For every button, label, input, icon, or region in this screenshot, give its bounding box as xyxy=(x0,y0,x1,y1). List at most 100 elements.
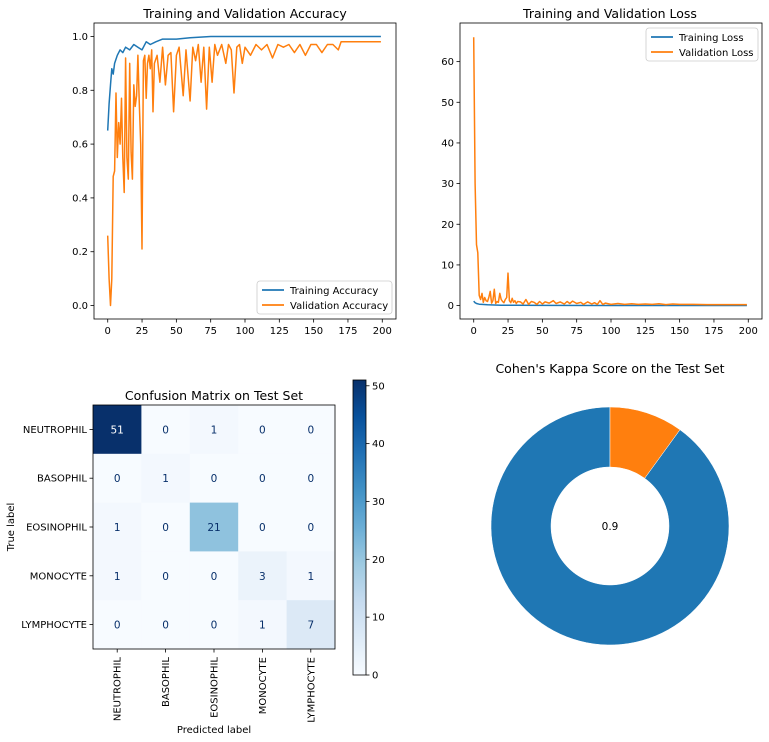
confusion-cell-value: 0 xyxy=(162,522,169,534)
confusion-matrix-ylabel: True label xyxy=(6,503,17,553)
confusion-y-tick-label-basophil: BASOPHIL xyxy=(37,474,87,485)
donut-slices xyxy=(490,406,730,646)
accuracy-x-tick-label: 100 xyxy=(235,326,254,337)
loss-x-tick-label: 150 xyxy=(670,326,689,337)
confusion-cell-value: 0 xyxy=(211,473,218,485)
colorbar-tick-label: 30 xyxy=(372,497,385,508)
accuracy-x-tick-label: 75 xyxy=(204,326,217,337)
accuracy-legend-box xyxy=(256,280,393,315)
confusion-cell-value: 1 xyxy=(211,424,218,436)
confusion-cell xyxy=(286,551,336,601)
confusion-cell-value: 1 xyxy=(114,571,121,583)
confusion-cell xyxy=(141,453,191,503)
accuracy-y-tick-label: 0.4 xyxy=(72,193,88,204)
confusion-cell xyxy=(93,551,142,601)
confusion-cell xyxy=(286,502,336,552)
series-line-training-loss xyxy=(473,300,747,307)
confusion-matrix-x-axis: NEUTROPHIL BASOPHIL EOSINOPHIL MONOCYTE LYMP… xyxy=(113,649,317,723)
accuracy-y-tick-label: 0.0 xyxy=(72,301,88,312)
confusion-x-tick-label-monocyte: MONOCYTE xyxy=(258,657,269,714)
confusion-cell xyxy=(238,502,287,552)
loss-x-tick-label: 100 xyxy=(601,326,620,337)
confusion-cell-value: 0 xyxy=(307,473,314,485)
loss-x-tick-label: 0 xyxy=(471,326,477,337)
loss-series-group xyxy=(472,37,747,307)
accuracy-x-tick-label: 50 xyxy=(170,326,183,337)
accuracy-chart-title: Training and Validation Accuracy xyxy=(142,6,347,21)
loss-x-tick-label: 25 xyxy=(502,326,515,337)
legend-label-validation-loss: Validation Loss xyxy=(679,48,754,59)
loss-y-tick-label: 10 xyxy=(441,260,454,271)
kappa-donut-chart: Cohen's Kappa Score on the Test Set 0.9 xyxy=(490,361,730,646)
accuracy-x-tick-label: 0 xyxy=(105,326,111,337)
accuracy-y-tick-label: 0.6 xyxy=(72,140,88,151)
confusion-matrix: Confusion Matrix on Test Set 51 0 1 0 00 1 0 0 0… xyxy=(6,379,385,736)
confusion-cell-value: 1 xyxy=(114,522,121,534)
confusion-x-tick-label-lymphocyte: LYMPHOCYTE xyxy=(306,657,317,723)
confusion-cell-value: 21 xyxy=(207,522,220,534)
confusion-cell xyxy=(189,600,239,650)
loss-chart: Training and Validation Loss 0 25 50 75 100 1… xyxy=(441,6,763,337)
confusion-cell-value: 0 xyxy=(114,473,121,485)
confusion-matrix-title: Confusion Matrix on Test Set xyxy=(125,388,303,403)
kappa-center-label: 0.9 xyxy=(602,521,619,533)
colorbar-tick-label: 10 xyxy=(372,613,385,624)
loss-chart-title: Training and Validation Loss xyxy=(522,6,697,21)
confusion-cell-value: 3 xyxy=(259,571,266,583)
confusion-y-tick-label-lymphocyte: LYMPHOCYTE xyxy=(21,620,87,631)
loss-y-axis: 0 10 20 30 40 50 60 xyxy=(441,57,460,312)
confusion-cell-value: 0 xyxy=(259,424,266,436)
confusion-cell xyxy=(93,600,142,650)
legend-label-validation-accuracy: Validation Accuracy xyxy=(290,301,388,312)
series-line-validation-loss xyxy=(472,37,747,306)
confusion-cell xyxy=(238,551,287,601)
accuracy-y-tick-label: 1.0 xyxy=(72,32,88,43)
loss-legend-box xyxy=(645,27,759,62)
confusion-cell xyxy=(189,405,239,455)
confusion-cell-value: 0 xyxy=(259,473,266,485)
confusion-cell xyxy=(141,600,191,650)
loss-y-tick-label: 30 xyxy=(441,179,454,190)
confusion-cell xyxy=(238,453,287,503)
confusion-cell-value: 0 xyxy=(307,424,314,436)
legend-label-training-loss: Training Loss xyxy=(678,33,744,44)
confusion-cell xyxy=(286,453,336,503)
accuracy-x-tick-label: 150 xyxy=(304,326,323,337)
donut-slice-0 xyxy=(490,406,730,646)
loss-x-tick-label: 200 xyxy=(739,326,758,337)
confusion-cell-value: 1 xyxy=(259,620,266,632)
confusion-cell-value: 0 xyxy=(162,424,169,436)
loss-x-tick-label: 75 xyxy=(570,326,583,337)
accuracy-series-group xyxy=(106,35,381,307)
accuracy-legend: Training Accuracy Validation Accuracy xyxy=(256,280,393,315)
series-line-training-accuracy xyxy=(106,35,381,131)
confusion-cell xyxy=(238,600,287,650)
confusion-cell-value: 0 xyxy=(162,620,169,632)
confusion-cell xyxy=(141,502,191,552)
colorbar-tick-label: 0 xyxy=(372,671,378,682)
confusion-x-tick-label-neutrophil: NEUTROPHIL xyxy=(113,657,124,722)
colorbar-tick-label: 50 xyxy=(372,381,385,392)
loss-y-tick-label: 60 xyxy=(441,57,454,68)
loss-x-tick-label: 50 xyxy=(536,326,549,337)
confusion-x-tick-label-eosinophil: EOSINOPHIL xyxy=(210,657,221,718)
confusion-cell xyxy=(189,551,239,601)
confusion-cell xyxy=(189,502,239,552)
colorbar-tick-label: 20 xyxy=(372,555,385,566)
confusion-cell xyxy=(93,453,142,503)
accuracy-x-tick-label: 200 xyxy=(373,326,392,337)
accuracy-x-axis: 0 25 50 75 100 125 150 175 200 xyxy=(105,319,392,337)
accuracy-chart: Training and Validation Accuracy 0 25 50 75… xyxy=(72,6,397,337)
accuracy-y-tick-label: 0.8 xyxy=(72,86,88,97)
donut-slice-1 xyxy=(609,406,681,479)
loss-y-tick-label: 50 xyxy=(441,98,454,109)
legend-label-training-accuracy: Training Accuracy xyxy=(289,286,378,297)
confusion-y-tick-label-neutrophil: NEUTROPHIL xyxy=(23,425,88,436)
kappa-chart-title: Cohen's Kappa Score on the Test Set xyxy=(495,361,724,376)
accuracy-x-tick-label: 175 xyxy=(338,326,357,337)
confusion-cell-value: 0 xyxy=(211,620,218,632)
accuracy-y-axis: 0.0 0.2 0.4 0.6 0.8 1.0 xyxy=(72,32,94,312)
loss-y-tick-label: 20 xyxy=(441,220,454,231)
confusion-cell xyxy=(141,405,191,455)
confusion-cell-value: 0 xyxy=(162,571,169,583)
